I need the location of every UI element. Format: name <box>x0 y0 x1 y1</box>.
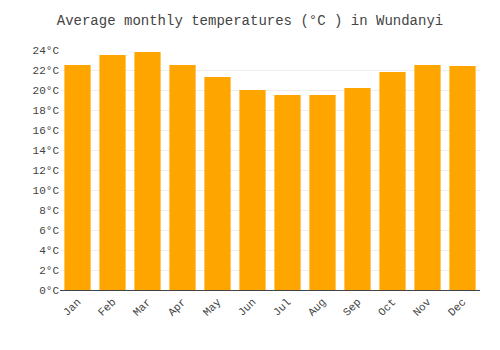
svg-text:Sep: Sep <box>341 296 363 318</box>
svg-text:14°C: 14°C <box>33 145 60 157</box>
svg-text:Feb: Feb <box>96 296 118 318</box>
svg-text:Apr: Apr <box>166 296 188 318</box>
svg-text:12°C: 12°C <box>33 165 60 177</box>
svg-text:10°C: 10°C <box>33 185 60 197</box>
svg-text:20°C: 20°C <box>33 85 60 97</box>
svg-text:8°C: 8°C <box>39 205 59 217</box>
svg-text:6°C: 6°C <box>39 225 59 237</box>
svg-text:Oct: Oct <box>376 296 398 318</box>
svg-text:Mar: Mar <box>131 296 153 318</box>
svg-text:24°C: 24°C <box>33 45 60 57</box>
svg-text:4°C: 4°C <box>39 245 59 257</box>
svg-text:Nov: Nov <box>411 296 434 319</box>
svg-text:Jun: Jun <box>236 296 258 318</box>
svg-text:Jul: Jul <box>271 296 293 318</box>
svg-text:Jan: Jan <box>61 296 83 318</box>
svg-text:22°C: 22°C <box>33 65 60 77</box>
svg-text:16°C: 16°C <box>33 125 60 137</box>
svg-text:Dec: Dec <box>446 296 468 318</box>
svg-text:2°C: 2°C <box>39 265 59 277</box>
svg-text:May: May <box>201 296 224 319</box>
svg-text:0°C: 0°C <box>39 285 59 297</box>
svg-text:Average monthly temperatures (: Average monthly temperatures (°C ) in Wu… <box>57 13 443 29</box>
svg-text:18°C: 18°C <box>33 105 60 117</box>
svg-text:Aug: Aug <box>306 296 328 318</box>
